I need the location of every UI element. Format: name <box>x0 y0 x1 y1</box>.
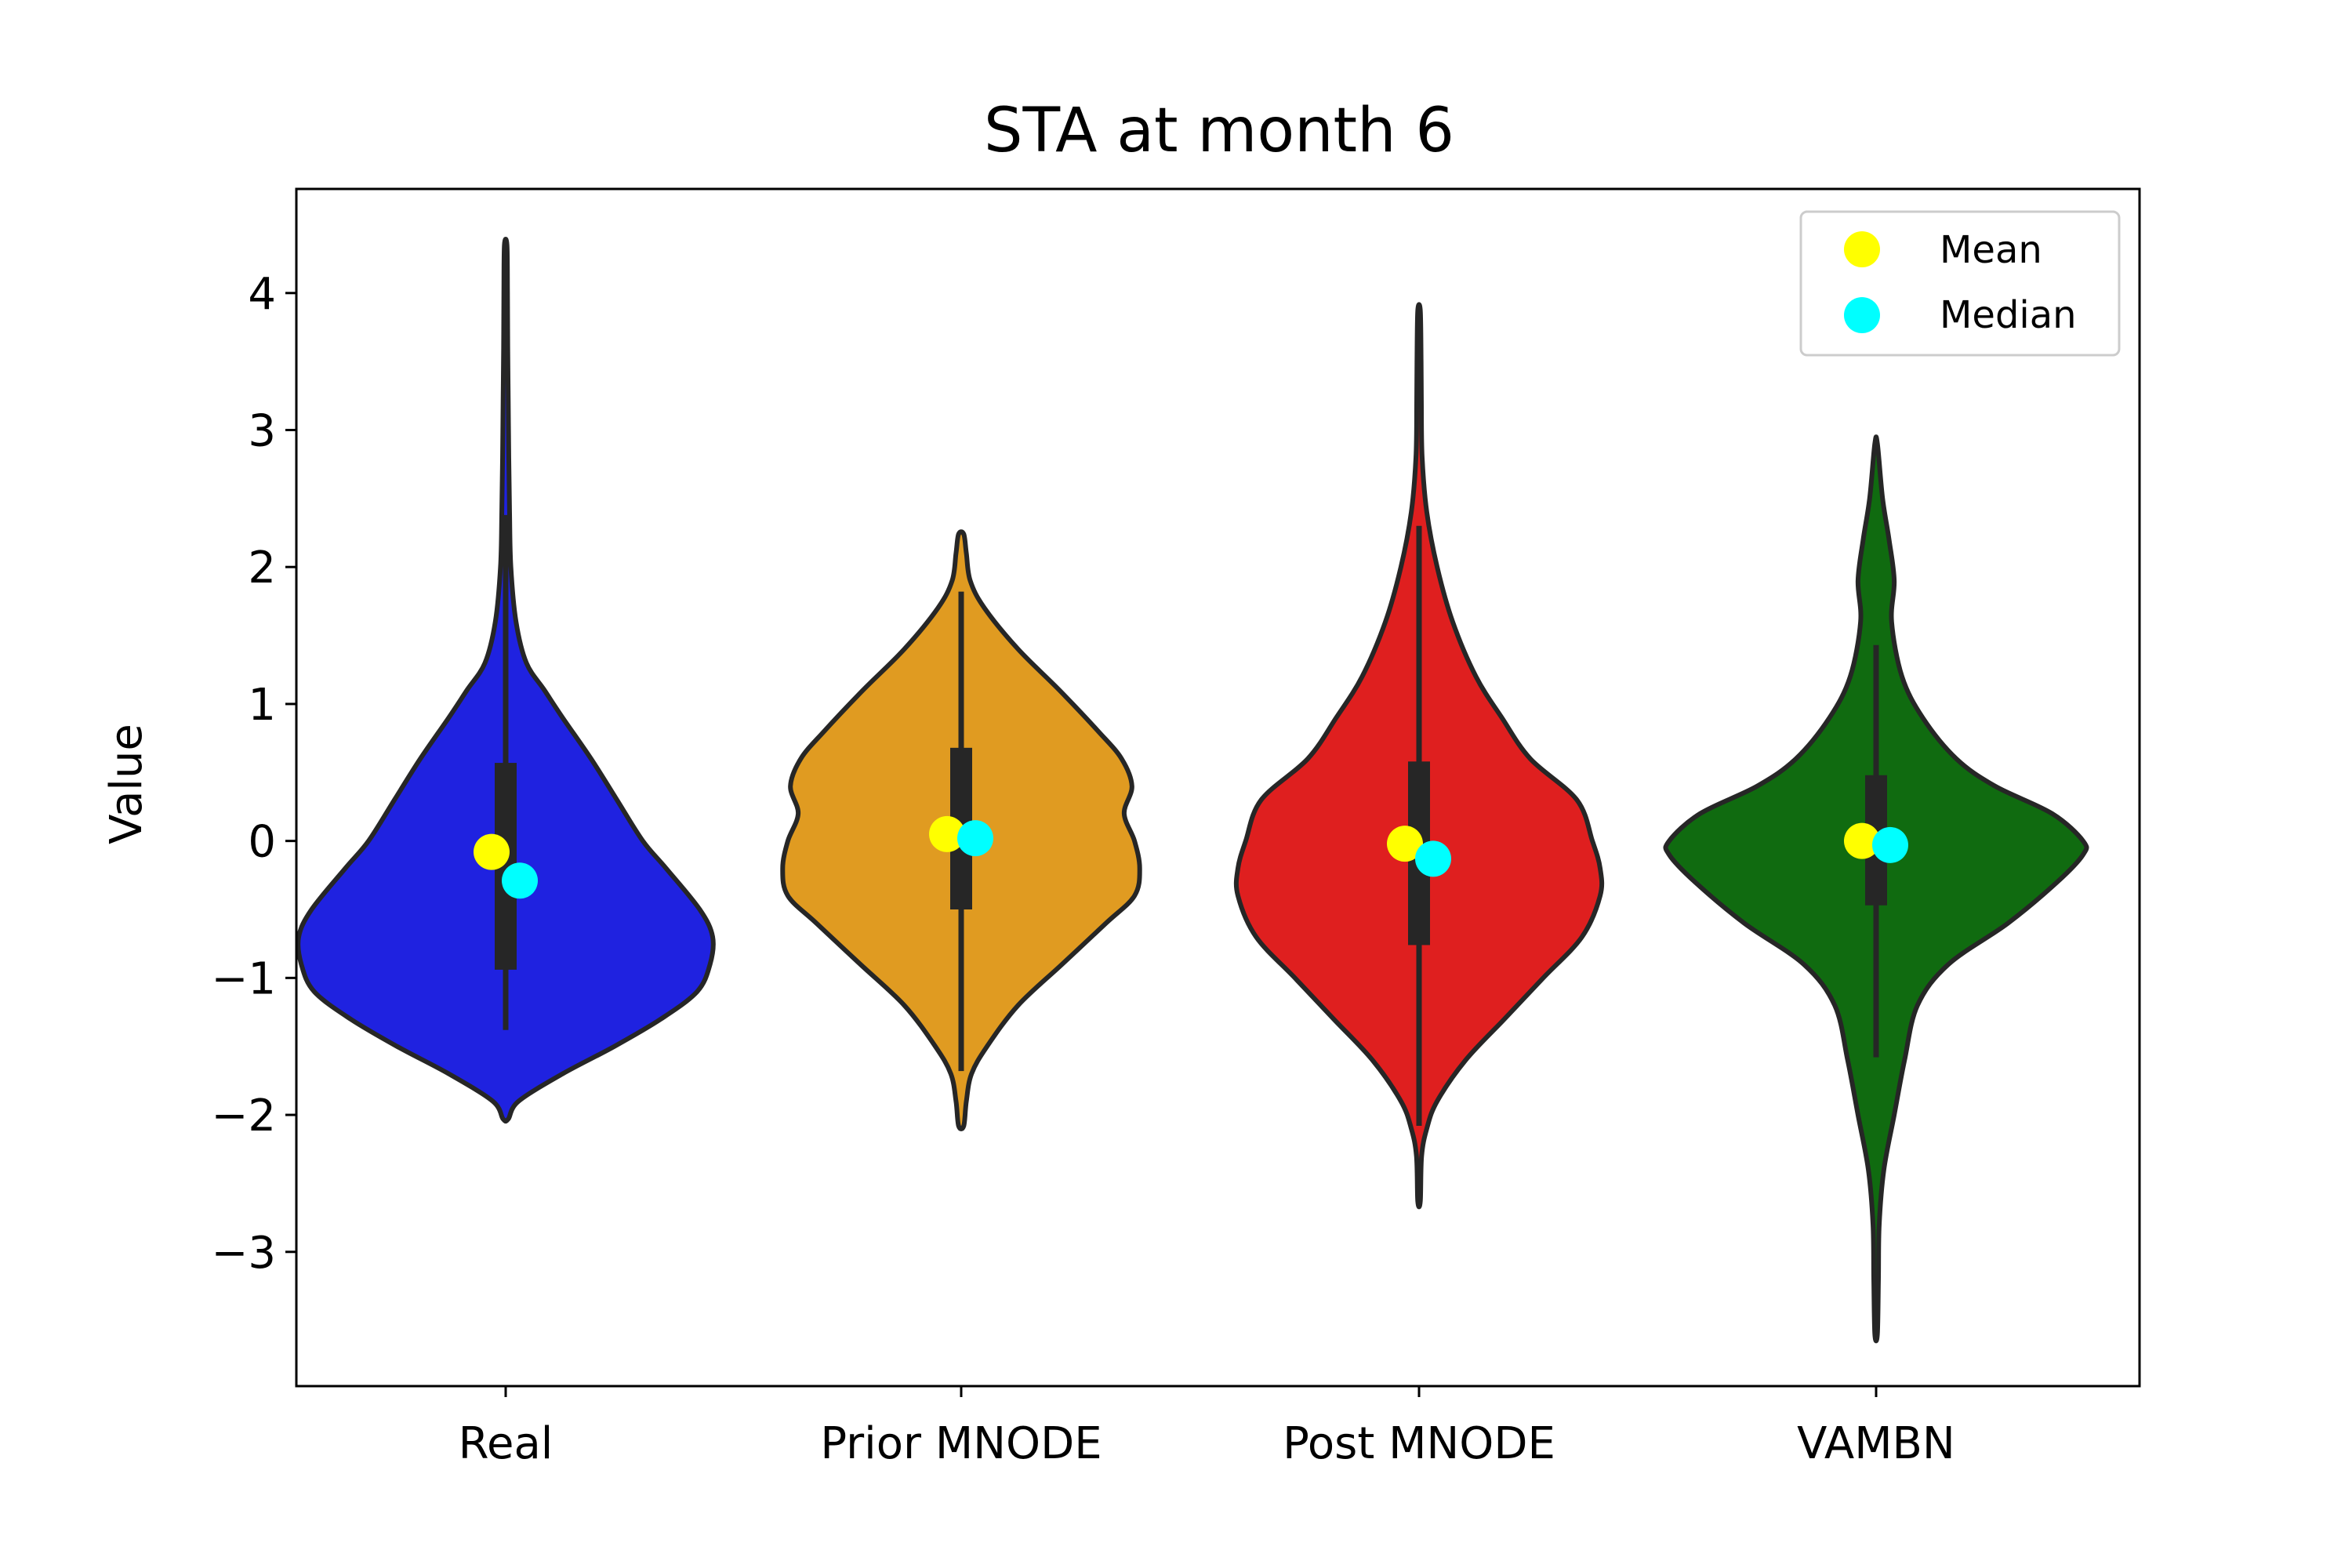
x-tick-label: Prior MNODE <box>820 1418 1102 1469</box>
y-tick-label: −2 <box>211 1091 276 1142</box>
chart-title: STA at month 6 <box>984 96 1454 166</box>
legend-mean-marker <box>1844 231 1880 267</box>
violin-layer <box>296 236 2089 1344</box>
y-tick-label: 1 <box>248 680 276 731</box>
legend-median-label: Median <box>1940 293 2077 337</box>
median-marker <box>957 820 993 857</box>
y-tick-label: 4 <box>248 269 276 320</box>
x-tick-label: VAMBN <box>1797 1418 1955 1469</box>
legend-median-marker <box>1844 297 1880 333</box>
legend-box <box>1799 210 2121 357</box>
violin-post-mnode <box>1233 302 1605 1210</box>
mean-marker <box>1844 822 1880 859</box>
x-tick-label: Real <box>459 1418 554 1469</box>
x-tick-label: Post MNODE <box>1283 1418 1555 1469</box>
violin-prior-mnode <box>780 529 1142 1131</box>
y-axis: 4 3 2 1 0 −1 −2 −3 <box>211 269 296 1279</box>
plot-frame <box>295 187 2141 1388</box>
y-tick-label: −1 <box>211 953 276 1004</box>
legend: Mean Median <box>1799 210 2121 357</box>
legend-mean-label: Mean <box>1940 228 2042 272</box>
violin-vambn <box>1663 434 2089 1344</box>
mean-marker <box>474 833 510 870</box>
y-axis-label: Value <box>101 724 152 844</box>
y-tick-label: −3 <box>211 1228 276 1279</box>
violin-real <box>296 236 716 1124</box>
y-tick-label: 2 <box>248 543 276 593</box>
median-marker <box>1415 840 1451 877</box>
median-marker <box>502 862 538 899</box>
mean-marker <box>1387 826 1423 862</box>
y-tick-label: 0 <box>248 817 276 868</box>
median-marker <box>1872 826 1908 863</box>
mean-marker <box>929 815 965 852</box>
y-tick-label: 3 <box>248 405 276 456</box>
x-axis: Real Prior MNODE Post MNODE VAMBN <box>459 1386 1955 1469</box>
